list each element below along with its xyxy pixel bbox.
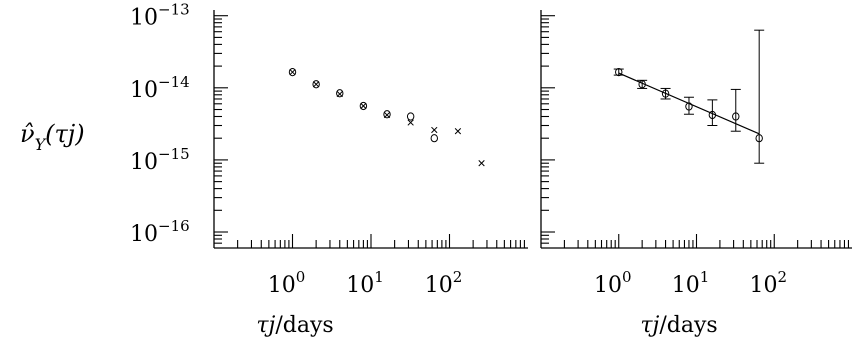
left-circle-point (406, 112, 415, 121)
left-y-tick-label: 10−15 (130, 145, 190, 175)
right-panel: 100 101 102 (540, 10, 852, 298)
left-x-tick-label: 100 (268, 268, 306, 298)
right-circle-point (661, 89, 670, 98)
left-x-tick-label: 102 (425, 268, 463, 298)
right-x-tick-label: 101 (672, 268, 710, 298)
left-x-point (454, 128, 462, 135)
left-x-tick-label: 101 (346, 268, 384, 298)
y-axis-label: ν̂Y(τj) (20, 120, 85, 154)
left-circle-point (288, 68, 297, 77)
right-circle-point (615, 68, 623, 77)
right-x-tick-label: 102 (749, 268, 787, 298)
left-circle-point (359, 101, 368, 111)
left-x-point (407, 119, 414, 126)
left-circle-point (312, 80, 320, 89)
left-x-point (312, 81, 320, 88)
left-x-point (431, 126, 438, 134)
right-circle-point (732, 112, 740, 121)
right-circle-point (755, 134, 763, 143)
left-circle-point (430, 134, 438, 143)
right-circle-point (685, 102, 693, 111)
left-circle-point (336, 89, 344, 98)
left-y-tick-label: 10−13 (130, 1, 190, 31)
left-x-point (383, 111, 391, 119)
left-x-point (289, 68, 296, 76)
right-circle-point (638, 80, 646, 89)
left-panel: 100 101 102 10−13 10−14 10−15 10−16 (130, 1, 528, 298)
left-x-point (336, 90, 343, 98)
y-axis-label-sub: Y (35, 135, 47, 154)
left-x-point (360, 102, 367, 110)
left-x-point (478, 160, 485, 167)
right-x-tick-label: 100 (594, 268, 632, 298)
right-circle-point (708, 110, 717, 120)
left-y-tick-label: 10−14 (130, 73, 190, 103)
y-axis-label-arg: (τj) (45, 120, 84, 148)
left-x-axis-label: τj/days (256, 313, 333, 338)
left-y-tick-label: 10−16 (130, 217, 190, 247)
right-x-axis-label: τj/days (640, 313, 717, 338)
left-circle-point (383, 110, 391, 119)
